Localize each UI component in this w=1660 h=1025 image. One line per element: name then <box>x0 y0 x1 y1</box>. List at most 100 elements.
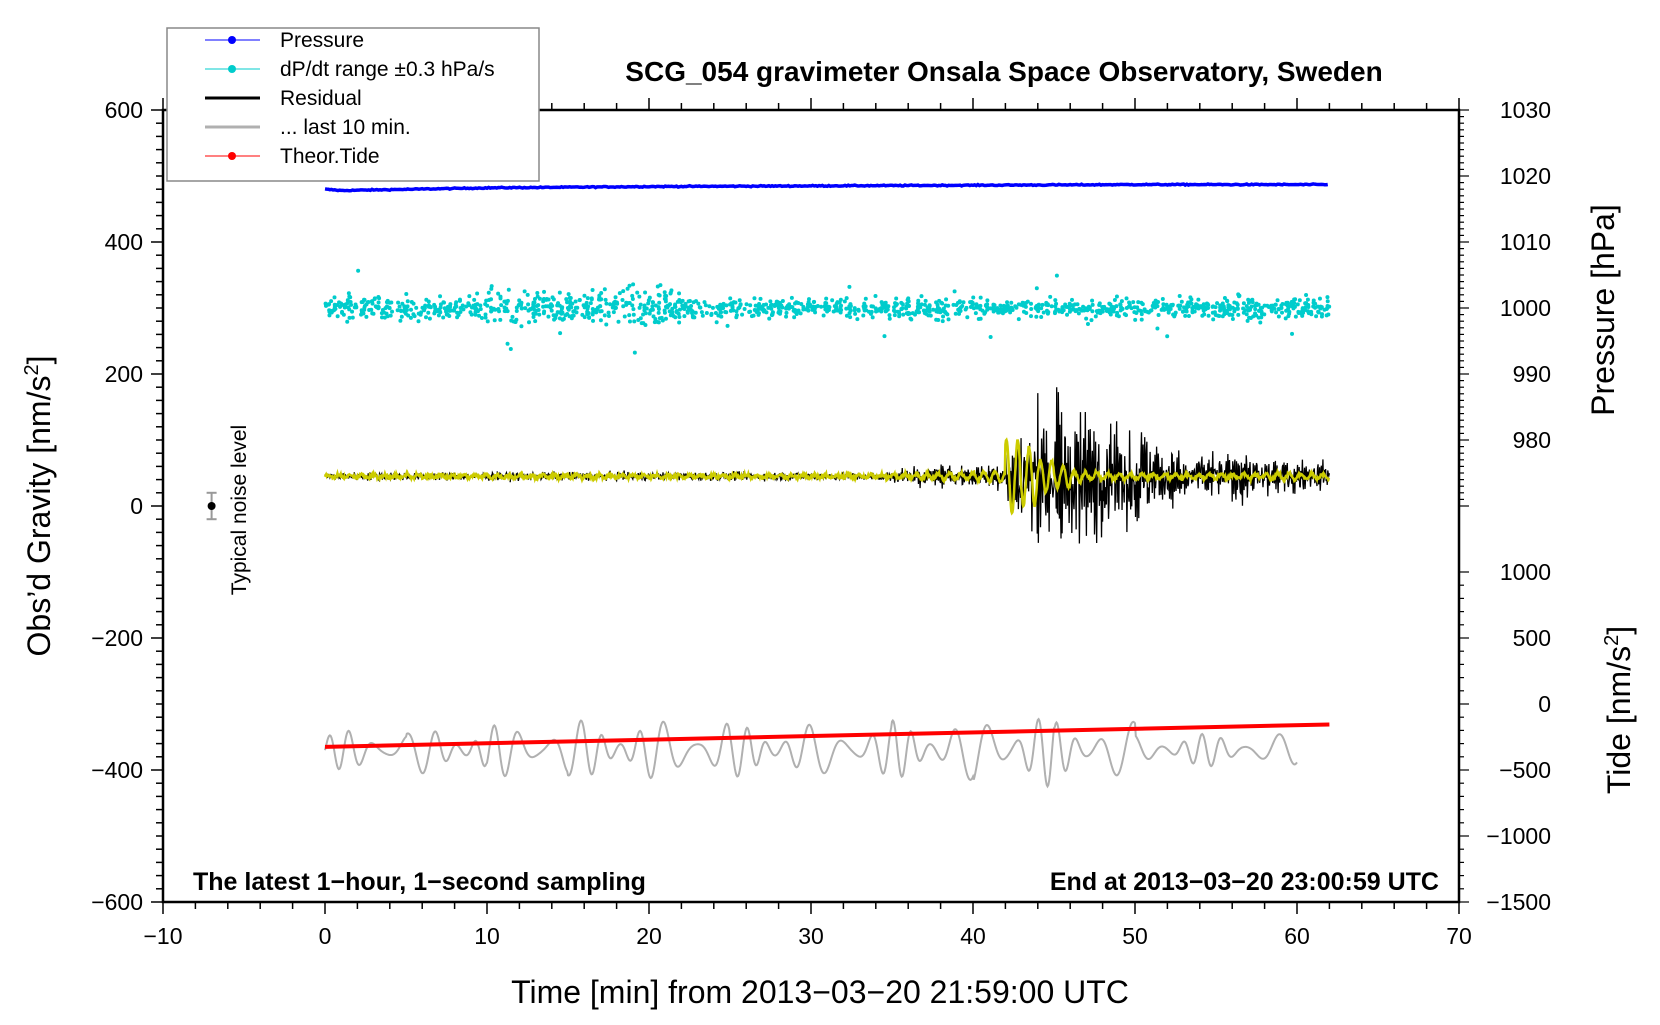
dpdt-point <box>404 292 409 297</box>
dpdt-point <box>467 294 472 299</box>
x-tick-label: 60 <box>1284 923 1310 949</box>
dpdt-point <box>498 317 503 322</box>
dpdt-point <box>791 308 796 313</box>
dpdt-point <box>719 314 724 319</box>
dpdt-point <box>687 299 692 304</box>
dpdt-point <box>411 301 416 306</box>
dpdt-point <box>686 307 691 312</box>
y-tick-label: 0 <box>130 493 143 519</box>
dpdt-point <box>835 300 840 305</box>
dpdt-point <box>354 305 359 310</box>
dpdt-point <box>399 314 404 319</box>
dpdt-point <box>767 316 772 321</box>
dpdt-point <box>957 311 962 316</box>
dpdt-point <box>568 295 573 300</box>
dpdt-point <box>1112 298 1117 303</box>
dpdt-point <box>670 310 675 315</box>
dpdt-point <box>1305 297 1310 302</box>
dpdt-point <box>787 302 792 307</box>
dpdt-point <box>1084 316 1089 321</box>
dpdt-point <box>1154 302 1159 307</box>
dpdt-point <box>582 315 587 320</box>
legend-label: ... last 10 min. <box>280 116 411 139</box>
dpdt-point <box>936 318 941 323</box>
dpdt-point <box>472 297 477 302</box>
dpdt-point <box>700 313 705 318</box>
dpdt-point <box>998 303 1003 308</box>
dpdt-point <box>1253 311 1258 316</box>
dpdt-point <box>496 291 501 296</box>
dpdt-point <box>388 313 393 318</box>
dpdt-point <box>842 299 847 304</box>
dpdt-point <box>1203 307 1208 312</box>
pressure-axis-label: Pressure [hPa] <box>1585 204 1621 416</box>
dpdt-point <box>573 305 578 310</box>
dpdt-point <box>627 283 632 288</box>
dpdt-point <box>365 300 370 305</box>
dpdt-point <box>426 310 431 315</box>
dpdt-point <box>1183 313 1188 318</box>
dpdt-point <box>356 268 361 273</box>
dpdt-point <box>656 310 661 315</box>
dpdt-point <box>582 293 587 298</box>
dpdt-point <box>405 299 410 304</box>
dpdt-point <box>740 312 745 317</box>
dpdt-point <box>1049 304 1054 309</box>
x-tick-label: −10 <box>143 923 182 949</box>
dpdt-point <box>716 313 721 318</box>
dpdt-point <box>1089 318 1094 323</box>
dpdt-point <box>655 320 660 325</box>
dpdt-point <box>855 317 860 322</box>
dpdt-point <box>367 308 372 313</box>
dpdt-point <box>825 309 830 314</box>
dpdt-point <box>432 311 437 316</box>
dpdt-point <box>971 295 976 300</box>
dpdt-point <box>944 297 949 302</box>
dpdt-point <box>548 305 553 310</box>
dpdt-point <box>668 302 673 307</box>
dpdt-point <box>801 307 806 312</box>
plot-frame <box>161 108 1461 904</box>
dpdt-point <box>370 301 375 306</box>
dpdt-point <box>848 315 853 320</box>
dpdt-point <box>1186 313 1191 318</box>
legend-swatch-marker <box>228 36 236 44</box>
dpdt-point <box>907 311 912 316</box>
dpdt-point <box>585 306 590 311</box>
dpdt-point <box>724 310 729 315</box>
chart-title: SCG_054 gravimeter Onsala Space Observat… <box>625 56 1382 87</box>
dpdt-point <box>780 299 785 304</box>
dpdt-point <box>1245 318 1250 323</box>
dpdt-point <box>479 316 484 321</box>
dpdt-point <box>1029 314 1034 319</box>
dpdt-point <box>436 313 441 318</box>
pressure-tick-label: 1030 <box>1500 97 1551 123</box>
dpdt-point <box>455 315 460 320</box>
dpdt-point <box>1279 310 1284 315</box>
dpdt-point <box>555 310 560 315</box>
dpdt-point <box>383 306 388 311</box>
dpdt-point <box>844 313 849 318</box>
dpdt-point <box>707 304 712 309</box>
dpdt-point <box>682 303 687 308</box>
dpdt-point <box>1177 306 1182 311</box>
residual-line <box>324 387 1331 544</box>
dpdt-point <box>1306 302 1311 307</box>
dpdt-point <box>901 312 906 317</box>
dpdt-point <box>939 308 944 313</box>
dpdt-point <box>384 311 389 316</box>
dpdt-point <box>483 312 488 317</box>
dpdt-point <box>742 307 747 312</box>
dpdt-point <box>1054 273 1059 278</box>
dpdt-point <box>387 300 392 305</box>
dpdt-point <box>1139 317 1144 322</box>
dpdt-point <box>499 303 504 308</box>
dpdt-point <box>604 301 609 306</box>
dpdt-point <box>1065 312 1070 317</box>
dpdt-point <box>591 310 596 315</box>
dpdt-point <box>1102 304 1107 309</box>
dpdt-point <box>1211 304 1216 309</box>
dpdt-point <box>631 282 636 287</box>
dpdt-point <box>1118 308 1123 313</box>
dpdt-point <box>777 311 782 316</box>
